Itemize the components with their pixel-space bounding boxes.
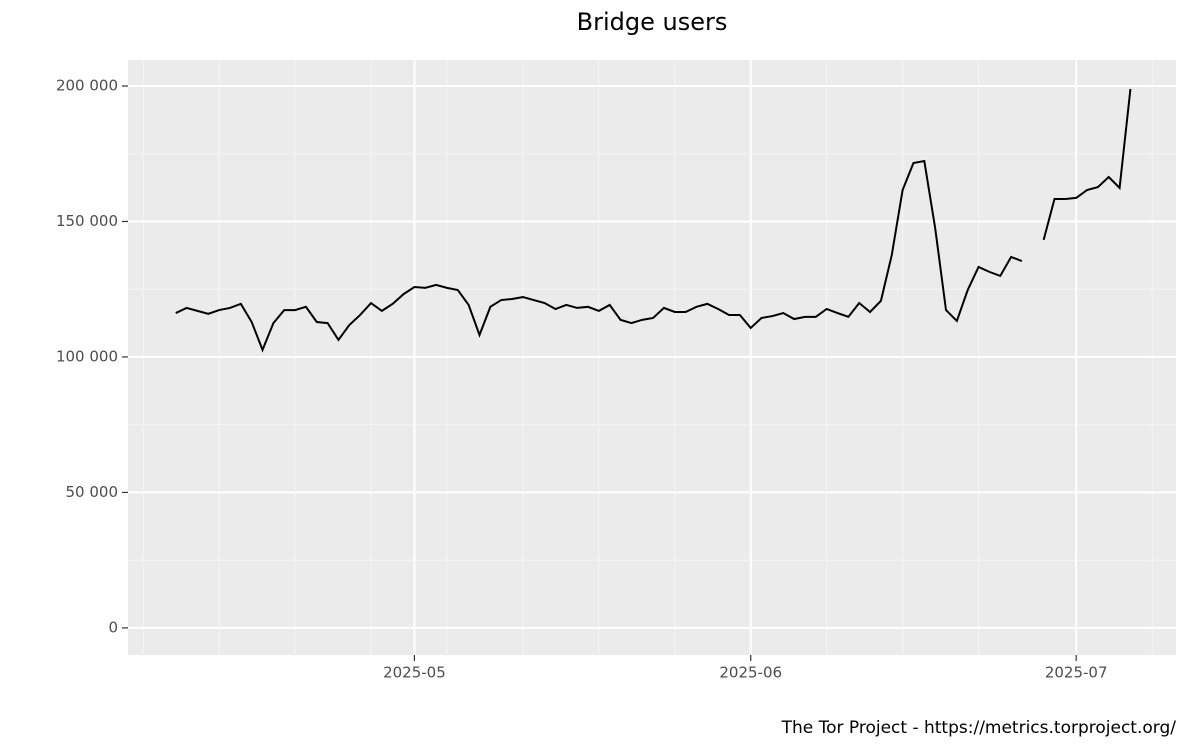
caption: The Tor Project - https://metrics.torpro… (781, 718, 1177, 738)
chart-title: Bridge users (577, 8, 728, 36)
y-tick-label: 200 000 (56, 77, 118, 95)
y-tick-label: 0 (108, 618, 118, 636)
y-tick-label: 100 000 (56, 347, 118, 365)
x-tick-label: 2025-05 (383, 664, 446, 682)
y-tick-label: 150 000 (56, 212, 118, 230)
line (175, 159, 1023, 353)
x-tick-label: 2025-07 (1045, 664, 1108, 682)
y-tick-label: 50 000 (66, 483, 119, 501)
line (1042, 88, 1132, 241)
x-tick-label: 2025-06 (719, 664, 782, 682)
